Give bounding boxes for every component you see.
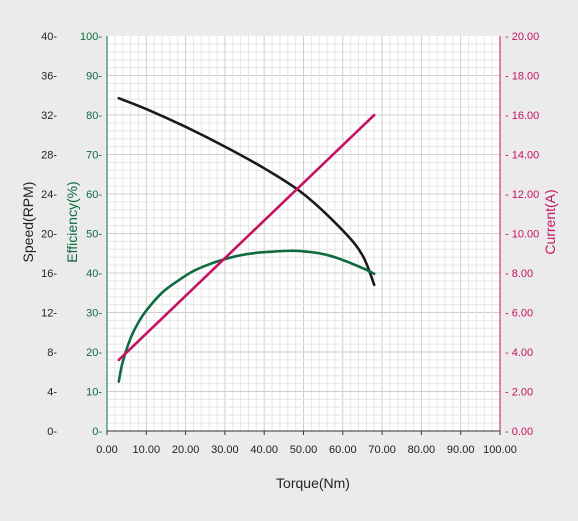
current-line [117,113,376,362]
speed-tick-label: 12- [41,308,57,320]
current-tick-label: - 0.00 [505,426,533,438]
efficiency-tick-label: 50- [86,229,102,241]
current-tick-label: - 6.00 [505,308,533,320]
x-tick-label: 60.00 [329,444,357,456]
speed-tick-label: 16- [41,268,57,280]
efficiency-tick-label: 30- [86,308,102,320]
x-axis-label: Torque(Nm) [276,475,350,491]
current-tick-label: - 20.00 [505,31,539,43]
x-tick-label: 80.00 [408,444,436,456]
current-tick-label: - 12.00 [505,189,539,201]
current-tick-label: - 18.00 [505,71,539,83]
efficiency-tick-label: 70- [86,150,102,162]
x-tick-label: 70.00 [368,444,396,456]
speed-tick-label: 20- [41,229,57,241]
efficiency-axis-label: Efficiency(%) [64,181,80,262]
efficiency-tick-label: 40- [86,268,102,280]
efficiency-tick-label: 10- [86,387,102,399]
efficiency-line [117,249,376,383]
speed-tick-label: 24- [41,189,57,201]
speed-tick-label: 32- [41,110,57,122]
efficiency-tick-label: 20- [86,347,102,359]
current-tick-label: - 14.00 [505,150,539,162]
grid [107,36,500,431]
x-tick-label: 0.00 [96,444,117,456]
series-lines [117,96,376,383]
current-axis-label: Current(A) [542,189,558,254]
speed-tick-label: 8- [47,347,57,359]
efficiency-tick-label: 0- [92,426,102,438]
current-tick-label: - 2.00 [505,387,533,399]
current-tick-label: - 16.00 [505,110,539,122]
current-tick-label: - 8.00 [505,268,533,280]
speed-axis-label: Speed(RPM) [20,182,36,263]
x-tick-label: 20.00 [172,444,200,456]
efficiency-tick-label: 80- [86,110,102,122]
x-tick-label: 40.00 [250,444,278,456]
speed-tick-label: 4- [47,387,57,399]
efficiency-tick-label: 60- [86,189,102,201]
efficiency-tick-label: 100- [80,31,102,43]
current-tick-label: - 4.00 [505,347,533,359]
speed-tick-label: 36- [41,71,57,83]
speed-line [117,96,376,287]
x-tick-label: 30.00 [211,444,239,456]
efficiency-tick-label: 90- [86,71,102,83]
speed-tick-label: 0- [47,426,57,438]
x-tick-label: 50.00 [290,444,318,456]
tick-labels: 0.00 10.00 20.00 30.00 40.00 50.00 60.00 70.00 8… [41,31,539,456]
x-tick-label: 10.00 [133,444,161,456]
x-tick-label: 100.00 [483,444,517,456]
current-tick-label: - 10.00 [505,229,539,241]
x-tick-label: 90.00 [447,444,475,456]
speed-tick-label: 40- [41,31,57,43]
speed-tick-label: 28- [41,150,57,162]
